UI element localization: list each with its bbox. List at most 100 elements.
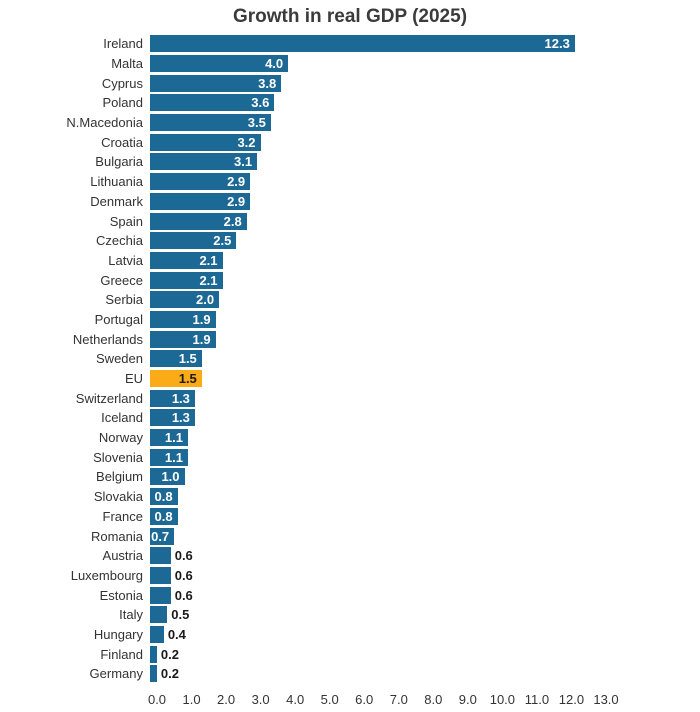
chart-row: EU 1.5 xyxy=(0,369,700,389)
bar-track: 0.6 xyxy=(150,547,599,565)
bar-track: 2.9 xyxy=(150,173,599,191)
bar-track: 1.0 xyxy=(150,468,599,486)
x-axis-tick-label: 2.0 xyxy=(217,691,236,707)
bar-track: 2.1 xyxy=(150,271,599,289)
bar-track: 0.2 xyxy=(150,665,599,683)
category-label: Czechia xyxy=(96,233,143,249)
chart-row: Estonia 0.6 xyxy=(0,585,700,605)
value-label: 3.6 xyxy=(251,95,270,111)
chart-row: Finland 0.2 xyxy=(0,644,700,664)
value-label: 12.3 xyxy=(544,36,570,52)
chart-row: Czechia 2.5 xyxy=(0,231,700,251)
chart-row: Slovakia 0.8 xyxy=(0,487,700,507)
bar xyxy=(150,645,157,663)
x-axis: 0.0 1.0 2.0 3.0 4.0 5.0 6.0 7.0 8.0 9.0 10.0 11.0 12… xyxy=(148,684,619,710)
bar-track: 2.5 xyxy=(150,232,599,250)
value-label: 0.4 xyxy=(167,626,186,642)
chart-row: Croatia 3.2 xyxy=(0,132,700,152)
bar: 1.5 xyxy=(150,350,202,368)
category-label: Lithuania xyxy=(90,174,143,190)
value-label: 1.1 xyxy=(164,449,183,465)
chart-row: Luxembourg 0.6 xyxy=(0,566,700,586)
value-label: 1.3 xyxy=(171,410,190,426)
chart-title: Growth in real GDP (2025) xyxy=(232,6,468,27)
value-label: 0.8 xyxy=(154,489,173,505)
bar-track: 3.8 xyxy=(150,74,599,92)
category-label: Netherlands xyxy=(72,331,143,347)
value-label: 0.5 xyxy=(171,607,190,623)
x-axis-tick-label: 13.0 xyxy=(593,691,619,707)
chart-row: Poland 3.6 xyxy=(0,93,700,113)
bar: 1.3 xyxy=(150,389,195,407)
bar xyxy=(150,566,171,584)
bar-track: 3.1 xyxy=(150,153,599,171)
bar-track: 0.4 xyxy=(150,625,599,643)
x-axis-tick-label: 9.0 xyxy=(458,691,477,707)
x-axis-tick-label: 0.0 xyxy=(147,691,167,707)
category-label: Ireland xyxy=(103,36,143,52)
category-label: Slovenia xyxy=(93,449,143,465)
bar-track: 1.5 xyxy=(150,370,599,388)
chart-row: Denmark 2.9 xyxy=(0,192,700,212)
category-label: Malta xyxy=(111,56,143,72)
bar: 3.1 xyxy=(150,153,258,171)
category-label: Romania xyxy=(90,528,143,544)
chart-row: N.Macedonia 3.5 xyxy=(0,113,700,133)
category-label: Luxembourg xyxy=(70,567,143,583)
chart-row: Slovenia 1.1 xyxy=(0,447,700,467)
bar-track: 2.8 xyxy=(150,212,599,230)
bar: 4.0 xyxy=(150,55,289,73)
value-label: 0.7 xyxy=(151,528,170,544)
bar: 3.6 xyxy=(150,94,275,112)
category-label: Estonia xyxy=(99,587,143,603)
category-label: Latvia xyxy=(108,252,143,268)
category-label: Slovakia xyxy=(93,489,143,505)
category-label: Iceland xyxy=(101,410,143,426)
value-label: 0.6 xyxy=(174,567,193,583)
bar-track: 1.1 xyxy=(150,429,599,447)
category-label: Spain xyxy=(109,213,143,229)
chart-row: France 0.8 xyxy=(0,507,700,527)
bar-track: 0.6 xyxy=(150,566,599,584)
bar-track: 2.1 xyxy=(150,251,599,269)
plot-area: Ireland 12.3 Malta 4.0 Cyprus 3.8 Poland 3.6 N.M… xyxy=(0,34,700,684)
category-label: Bulgaria xyxy=(95,154,143,170)
category-label: Croatia xyxy=(101,134,143,150)
bar: 2.5 xyxy=(150,232,237,250)
category-label: Norway xyxy=(98,430,143,446)
category-label: Greece xyxy=(100,272,143,288)
category-label: Serbia xyxy=(105,292,143,308)
category-label: Italy xyxy=(119,607,143,623)
bar-track: 1.1 xyxy=(150,448,599,466)
value-label: 1.5 xyxy=(178,371,197,387)
x-axis-tick-label: 10.0 xyxy=(489,691,516,707)
bar: 2.9 xyxy=(150,173,251,191)
value-label: 1.9 xyxy=(192,331,211,347)
chart-row: Iceland 1.3 xyxy=(0,408,700,428)
bar: 0.8 xyxy=(150,488,178,506)
chart-row: Hungary 0.4 xyxy=(0,625,700,645)
bar xyxy=(150,665,157,683)
value-label: 0.2 xyxy=(160,646,179,662)
category-label: Hungary xyxy=(93,626,143,642)
chart-row: Cyprus 3.8 xyxy=(0,73,700,93)
x-axis-tick-label: 4.0 xyxy=(286,691,305,707)
chart-row: Ireland 12.3 xyxy=(0,34,700,54)
value-label: 2.1 xyxy=(199,272,218,288)
value-label: 2.1 xyxy=(199,252,218,268)
bar-track: 3.5 xyxy=(150,114,599,132)
bar-track: 0.5 xyxy=(150,606,599,624)
chart-row: Norway 1.1 xyxy=(0,428,700,448)
bar-track: 1.3 xyxy=(150,389,599,407)
value-label: 2.0 xyxy=(195,292,215,308)
bar-track: 4.0 xyxy=(150,55,599,73)
bar-track: 2.9 xyxy=(150,192,599,210)
bar: 1.3 xyxy=(150,409,195,427)
category-label: France xyxy=(102,508,143,524)
chart-row: Bulgaria 3.1 xyxy=(0,152,700,172)
bar-track: 0.6 xyxy=(150,586,599,604)
bar-track: 0.8 xyxy=(150,488,599,506)
chart-row: Latvia 2.1 xyxy=(0,251,700,271)
x-axis-tick-label: 11.0 xyxy=(524,691,550,707)
bar-track: 0.7 xyxy=(150,527,599,545)
